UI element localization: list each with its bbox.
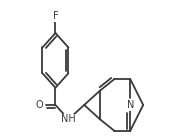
Text: O: O	[36, 100, 44, 110]
Text: NH: NH	[61, 114, 76, 124]
Text: F: F	[53, 11, 58, 21]
Text: N: N	[127, 100, 134, 110]
